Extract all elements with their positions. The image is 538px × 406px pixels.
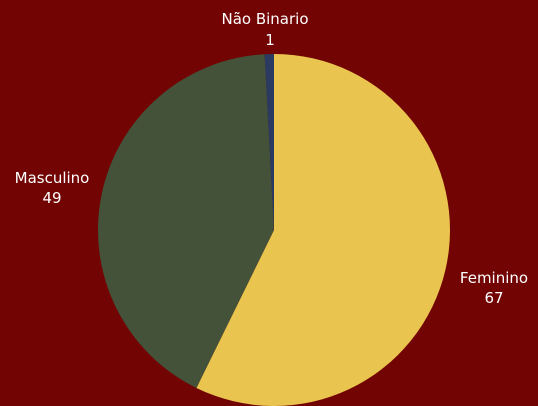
slice-label-masculino: Masculino xyxy=(15,169,90,187)
slice-value-masculino: 49 xyxy=(42,189,61,207)
pie-slice-nao-binario xyxy=(264,53,274,231)
pie-slice-feminino xyxy=(196,54,450,406)
pie-slices xyxy=(97,53,450,406)
pie-slice-masculino xyxy=(97,54,274,388)
slice-label-feminino: Feminino xyxy=(460,269,528,287)
slice-value-nao-binario: 1 xyxy=(265,31,275,49)
slice-value-feminino: 67 xyxy=(484,289,503,307)
slice-label-nao-binario: Não Binario xyxy=(221,10,308,28)
